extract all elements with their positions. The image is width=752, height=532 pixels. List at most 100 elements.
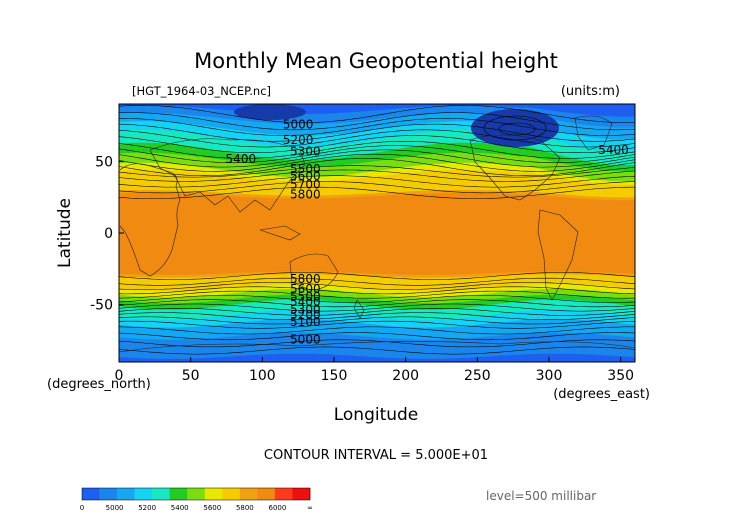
contour-label-6: 5700 [290,178,321,192]
x-tick-label-200: 200 [392,368,419,384]
contour-line-13 [119,175,635,188]
contour-line-2 [119,118,635,136]
file-label: [HGT_1964-03_NCEP.nc] [132,84,271,98]
x-tick-label-150: 150 [321,368,348,384]
coastlines [119,115,635,353]
contour-label-3: 5400 [226,152,257,166]
colorbar-swatch-5 [169,488,188,500]
contour-label-2: 5300 [290,145,321,159]
contour-line-31 [119,346,635,355]
colorbar-label-4: 5600 [203,504,221,512]
contour-line-0 [119,105,635,123]
contour-line-30 [119,339,635,348]
contour-line-11 [119,165,635,178]
contour-line-28 [119,326,635,335]
contour-label-5: 5600 [290,169,321,183]
contour-line-23 [119,303,635,312]
contour-interval-text: CONTOUR INTERVAL = 5.000E+01 [264,448,488,463]
contour-label-1: 5200 [283,133,314,147]
x-tick-label-100: 100 [249,368,276,384]
colorbar-label-7: ∞ [307,504,313,512]
colorbar-label-1: 5000 [106,504,124,512]
colorbar-label-2: 5200 [138,504,156,512]
contour-label-14: 5200 [290,308,321,322]
x-tick-label-0: 0 [115,368,124,384]
contour-label-4: 5500 [290,162,321,176]
contour-line-18 [119,282,635,290]
contour-label-8: 5400 [598,143,629,157]
units-label: (units:m) [561,84,620,99]
colorbar-swatch-12 [292,488,311,500]
contour-line-29 [119,332,635,341]
contour-label-16: 5000 [290,332,321,346]
colorbar-swatch-7 [204,488,223,500]
level-text: level=500 millibar [486,489,596,503]
contour-label-7: 5800 [290,188,321,202]
colorbar-swatch-8 [222,488,241,500]
colorbar-swatch-3 [134,488,153,500]
x-axis-label: Longitude [334,405,419,425]
contour-line-12 [119,169,635,182]
contour-line-17 [119,277,635,286]
colorbar-label-5: 5800 [236,504,254,512]
contour-line-16 [119,272,635,280]
contour-line-4 [119,129,635,148]
contour-line-24 [119,308,635,316]
chart-title: Monthly Mean Geopotential height [194,49,558,73]
contour-label-15: 5100 [290,315,321,329]
contour-line-25 [119,312,635,320]
y-unit-label: (degrees_north) [47,377,151,392]
contour-label-13: 5300 [290,302,321,316]
contour-line-1 [119,112,635,131]
contour-line-10 [119,158,635,176]
x-tick-label-350: 350 [607,368,634,384]
colorbar-swatch-9 [239,488,258,500]
y-tick-label-50: 50 [95,154,113,170]
polar-low-north [471,109,559,147]
contour-label-11: 5500 [290,289,321,303]
y-tick-label-0: 0 [104,226,113,242]
colorbar-label-3: 5400 [171,504,189,512]
y-tick-label--50: -50 [90,298,113,314]
colorbar: 0 5000 5200 5400 5600 5800 6000 ∞ [80,487,313,512]
contour-label-9: 5800 [290,272,321,286]
contour-label-10: 5600 [290,282,321,296]
contour-line-8 [119,149,635,168]
colorbar-swatch-4 [152,488,170,500]
contour-line-7 [119,145,635,164]
plot-area: 5000520053005400550056005700580054005800… [119,104,635,362]
x-tick-label-300: 300 [536,368,563,384]
contour-line-6 [119,141,635,159]
y-axis-label: Latitude [55,198,75,268]
contour-label-12: 5400 [290,295,321,309]
contour-line-14 [119,181,635,194]
colorbar-swatch-11 [274,488,293,500]
contour-band-9 [119,192,635,275]
contour-line-27 [119,320,635,329]
contour-label-0: 5000 [283,117,314,131]
x-axis-ticks: 0 50 100 150 200 250 300 350 [115,357,634,384]
colorbar-swatch-10 [257,488,276,500]
x-unit-label: (degrees_east) [553,387,650,402]
polar-low-north-2 [234,104,306,120]
colorbar-label-6: 6000 [269,504,287,512]
filled-contour-bands [119,105,635,359]
colorbar-swatch-1 [99,488,118,500]
contour-line-26 [119,316,635,325]
y-axis-ticks: 50 0 -50 [90,154,124,314]
x-tick-label-50: 50 [182,368,200,384]
contour-line-15 [119,186,635,199]
colorbar-swatch-0 [82,488,100,500]
contour-line-9 [119,153,635,172]
colorbar-label-0: 0 [80,504,84,512]
contour-line-19 [119,286,635,295]
colorbar-swatch-6 [187,488,206,500]
contour-labels: 5000520053005400550056005700580054005800… [226,117,629,346]
contour-line-22 [119,299,635,308]
colorbar-frame [81,487,311,501]
contour-line-21 [119,295,635,303]
x-tick-label-250: 250 [464,368,491,384]
contour-line-3 [119,123,635,142]
colorbar-swatch-2 [117,488,135,500]
